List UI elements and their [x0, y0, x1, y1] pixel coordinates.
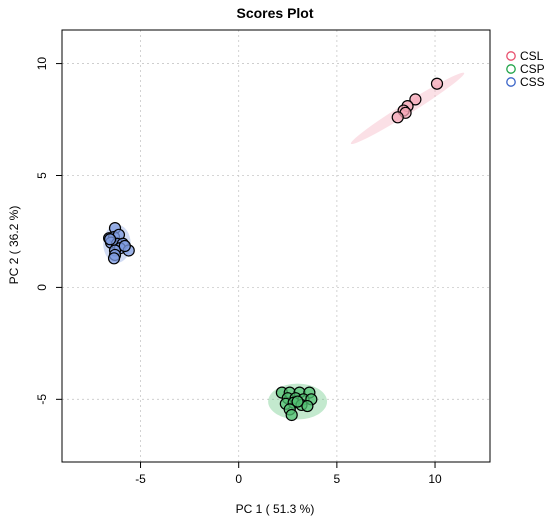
x-tick-label: 10: [428, 472, 442, 486]
data-points: [103, 77, 444, 422]
point-csp: [285, 408, 298, 422]
point-csp: [301, 399, 314, 413]
legend-label-csl: CSL: [520, 49, 544, 63]
legend-marker-css: [506, 77, 516, 87]
y-tick-label: 10: [35, 57, 49, 71]
plot-frame: [61, 29, 491, 463]
point-csp: [291, 395, 304, 408]
y-tick-label: 0: [35, 284, 49, 291]
point-csl: [391, 111, 404, 124]
x-tick-label: 5: [334, 472, 341, 486]
point-css: [104, 233, 117, 246]
point-csl: [430, 77, 444, 90]
x-axis-label: PC 1 ( 51.3 %): [236, 502, 315, 516]
confidence-ellipses: [103, 72, 465, 420]
legend-marker-csl: [506, 51, 516, 61]
legend-label-css: CSS: [520, 75, 545, 89]
y-tick-label: -5: [35, 394, 49, 405]
chart-title: Scores Plot: [236, 5, 313, 21]
x-tick-label: -5: [135, 472, 146, 486]
y-tick-label: 5: [35, 172, 49, 179]
legend-label-csp: CSP: [520, 62, 545, 76]
grid-lines: [62, 30, 490, 462]
axes: -5 0 5 10 -5 0 5 10: [35, 57, 442, 486]
y-axis-label: PC 2 ( 36.2 %): [7, 206, 21, 285]
x-tick-label: 0: [235, 472, 242, 486]
point-css: [118, 239, 131, 253]
legend-marker-csp: [506, 64, 516, 74]
point-css: [107, 252, 121, 265]
point-csl: [409, 93, 422, 106]
